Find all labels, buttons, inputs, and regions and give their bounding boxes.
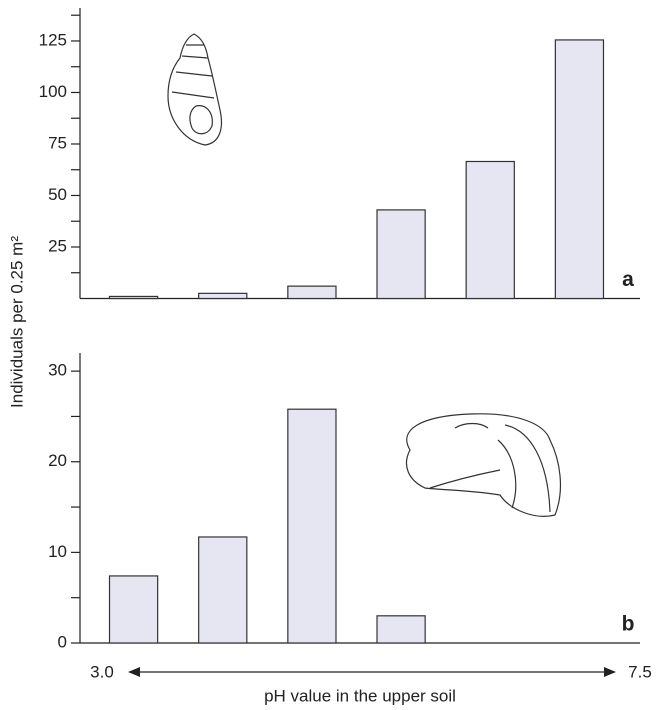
y-axis-label: Individuals per 0.25 m² [7,236,26,408]
bar [108,295,159,300]
y-tick-label: 125 [39,30,67,49]
bar [287,408,337,644]
y-tick-label: 20 [48,451,67,470]
y-tick-label: 25 [48,236,67,255]
bar [108,575,159,644]
bar [376,615,426,644]
bar [198,292,248,300]
x-range-arrow: 3.0 7.5 [90,662,652,681]
bar [198,536,248,644]
panel-label: b [622,613,635,636]
y-tick-label: 30 [48,361,67,380]
bar [287,285,337,300]
x-axis-label: pH value in the upper soil [264,686,456,705]
y-tick-label: 10 [48,542,67,561]
y-tick-label: 75 [48,133,67,152]
x-range-end: 7.5 [628,662,652,681]
bar [376,209,426,300]
bar [465,160,515,300]
bar [554,39,605,300]
y-tick-label: 0 [58,632,67,651]
y-tick-label: 100 [39,82,67,101]
panel-label: a [622,268,634,291]
snail-b [405,413,561,517]
x-range-start: 3.0 [90,662,114,681]
y-tick-label: 50 [48,185,67,204]
snail-a [167,33,223,146]
